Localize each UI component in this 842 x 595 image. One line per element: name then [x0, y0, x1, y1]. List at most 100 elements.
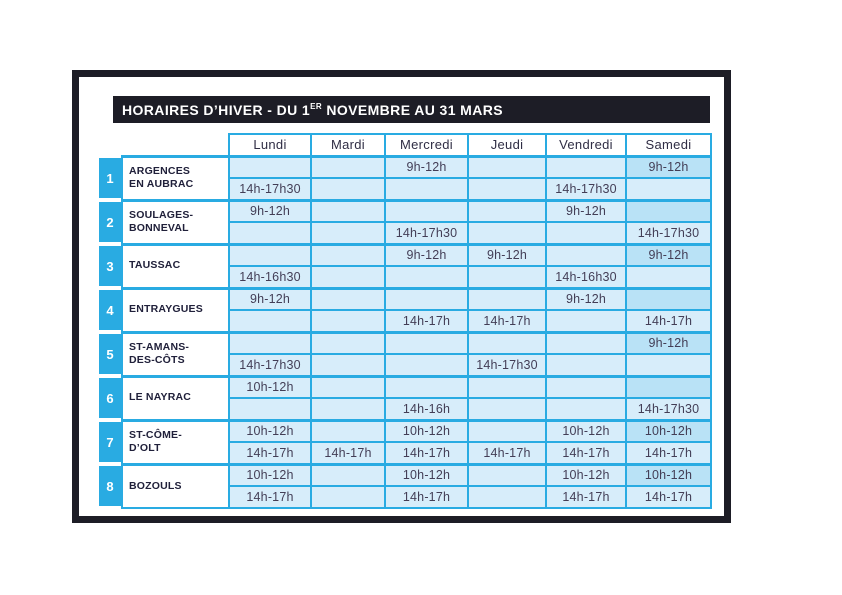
time-slot: 9h-12h: [625, 154, 712, 179]
time-slot: [384, 198, 469, 223]
time-slot: [625, 286, 712, 311]
time-slot: [228, 221, 312, 245]
time-slot: [310, 353, 386, 377]
time-slot: [384, 177, 469, 201]
day-header-5: Samedi: [625, 133, 712, 157]
location-name-line: ENTRAYGUES: [129, 303, 203, 316]
row-group-3-morning: 3 TAUSSAC 9h-12h 9h-12h 9h-12h: [99, 242, 712, 289]
location-name-line: SOULAGES-: [129, 208, 194, 221]
time-slot: 14h-17h: [545, 485, 627, 509]
row-group-3-afternoon: 14h-16h30 14h-16h30: [99, 265, 712, 289]
time-slot: [467, 177, 547, 201]
day-header-0: Lundi: [228, 133, 312, 157]
time-slot: 10h-12h: [228, 374, 312, 399]
location-name: ST-AMANS- DES-CÔTS: [121, 330, 230, 377]
time-slot: [310, 221, 386, 245]
time-slot: 14h-17h30: [625, 397, 712, 421]
time-slot: [310, 309, 386, 333]
time-slot: 14h-17h: [545, 441, 627, 465]
day-header-2: Mercredi: [384, 133, 469, 157]
location-name: LE NAYRAC: [121, 374, 230, 421]
time-slot: 14h-17h30: [384, 221, 469, 245]
time-slot: [310, 154, 386, 179]
time-slot: 10h-12h: [384, 418, 469, 443]
time-slot: [228, 154, 312, 179]
time-slot: [545, 330, 627, 355]
time-slot: 14h-17h: [625, 485, 712, 509]
time-slot: [310, 242, 386, 267]
time-slot: [310, 286, 386, 311]
time-slot: [310, 265, 386, 289]
time-slot: [625, 374, 712, 399]
row-group-2-afternoon: 14h-17h30 14h-17h30: [99, 221, 712, 245]
row-group-6-afternoon: 14h-16h 14h-17h30: [99, 397, 712, 421]
time-slot: 14h-16h30: [228, 265, 312, 289]
time-slot: [310, 418, 386, 443]
time-slot: 14h-16h: [384, 397, 469, 421]
row-number-badge: 2: [99, 202, 121, 242]
time-slot: [228, 242, 312, 267]
time-slot: [228, 397, 312, 421]
time-slot: 9h-12h: [545, 286, 627, 311]
day-header-4: Vendredi: [545, 133, 627, 157]
row-number-cell: 3: [99, 244, 122, 288]
time-slot: [467, 154, 547, 179]
location-name-line: BONNEVAL: [129, 222, 189, 234]
time-slot: 9h-12h: [625, 330, 712, 355]
location-name-line: DES-CÔTS: [129, 354, 185, 366]
title-text-part2: NOVEMBRE AU 31 MARS: [322, 101, 503, 118]
time-slot: [467, 374, 547, 399]
location-name-line: BOZOULS: [129, 479, 182, 492]
time-slot: 14h-17h30: [467, 353, 547, 377]
time-slot: 14h-17h: [384, 441, 469, 465]
row-number-badge: 4: [99, 290, 121, 330]
time-slot: 9h-12h: [384, 242, 469, 267]
time-slot: 14h-17h: [625, 309, 712, 333]
time-slot: 10h-12h: [625, 418, 712, 443]
time-slot: 10h-12h: [545, 462, 627, 487]
title-text-part1: HORAIRES D’HIVER - DU 1: [122, 101, 311, 118]
time-slot: [384, 330, 469, 355]
time-slot: [625, 177, 712, 201]
time-slot: 14h-17h: [467, 441, 547, 465]
time-slot: [228, 309, 312, 333]
time-slot: 14h-17h30: [545, 177, 627, 201]
time-slot: [545, 242, 627, 267]
time-slot: [467, 265, 547, 289]
row-number-cell: 1: [99, 156, 122, 200]
time-slot: 10h-12h: [545, 418, 627, 443]
time-slot: [384, 353, 469, 377]
time-slot: [310, 330, 386, 355]
time-slot: [310, 374, 386, 399]
location-name-line: ST-AMANS-: [129, 340, 190, 353]
time-slot: [467, 485, 547, 509]
time-slot: [467, 462, 547, 487]
time-slot: [467, 221, 547, 245]
location-name: SOULAGES- BONNEVAL: [121, 198, 230, 245]
time-slot: [467, 286, 547, 311]
location-name-line: ARGENCES: [129, 164, 191, 177]
time-slot: [467, 397, 547, 421]
row-group-8-morning: 8 BOZOULS 10h-12h 10h-12h 10h-12h 10h-12h: [99, 462, 712, 509]
row-group-2-morning: 2 SOULAGES- BONNEVAL 9h-12h 9h-12h: [99, 198, 712, 245]
time-slot: 14h-17h: [467, 309, 547, 333]
time-slot: 14h-17h: [625, 441, 712, 465]
row-number-badge: 8: [99, 466, 121, 506]
location-name-line: ST-CÔME-: [129, 428, 182, 441]
time-slot: [625, 198, 712, 223]
time-slot: 10h-12h: [625, 462, 712, 487]
time-slot: 14h-17h30: [625, 221, 712, 245]
poster-frame: HORAIRES D’HIVER - DU 1 ER NOVEMBRE AU 31…: [72, 70, 731, 523]
location-name-line: EN AUBRAC: [129, 178, 194, 190]
time-slot: 14h-17h: [228, 441, 312, 465]
row-number-badge: 5: [99, 334, 121, 374]
row-number-badge: 6: [99, 378, 121, 418]
time-slot: [467, 330, 547, 355]
location-name-line: TAUSSAC: [129, 259, 181, 272]
row-number-cell: 7: [99, 420, 122, 464]
row-number-cell: 4: [99, 288, 122, 332]
location-name-line: LE NAYRAC: [129, 391, 192, 404]
row-number-cell: 6: [99, 376, 122, 420]
day-header-3: Jeudi: [467, 133, 547, 157]
